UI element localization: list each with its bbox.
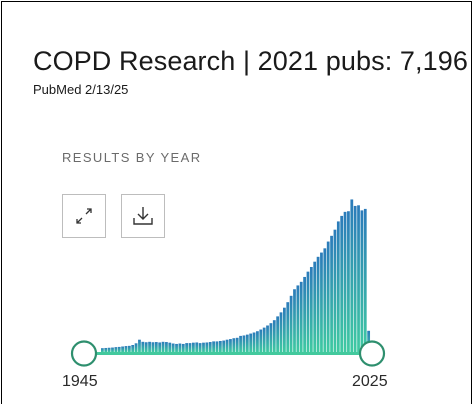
expand-button[interactable] (62, 194, 106, 238)
expand-icon (76, 208, 92, 224)
range-start-label: 1945 (62, 373, 98, 390)
range-end-label: 2025 (352, 373, 388, 390)
download-icon (133, 207, 153, 225)
download-button[interactable] (121, 194, 165, 238)
page-subtitle: PubMed 2/13/25 (33, 82, 129, 97)
page-title: COPD Research | 2021 pubs: 7,196 (33, 46, 468, 76)
results-by-year-label: RESULTS BY YEAR (62, 150, 202, 165)
